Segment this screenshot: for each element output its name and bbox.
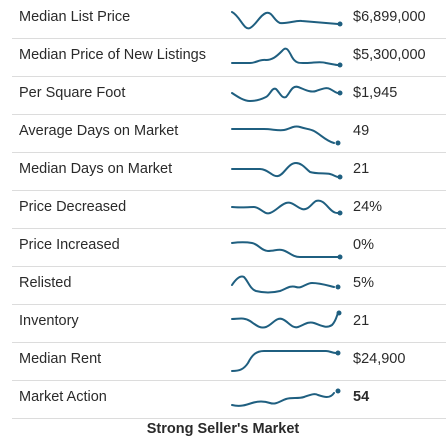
row-price-decreased: Price Decreased 24%: [12, 190, 446, 229]
sparkline-average-days-on-market: [231, 125, 341, 146]
row-per-square-foot: Per Square Foot $1,945: [12, 76, 446, 115]
metric-value: 0%: [353, 237, 374, 253]
sparkline-median-price-new-listings: [231, 47, 343, 68]
metric-label: Price Increased: [19, 237, 120, 253]
row-price-increased: Price Increased 0%: [12, 228, 446, 267]
sparkline-price-increased: [231, 241, 343, 260]
sparkline-price-decreased: [231, 199, 343, 216]
metric-label: Inventory: [19, 313, 79, 329]
metric-label: Relisted: [19, 275, 72, 291]
sparkline-median-rent: [231, 350, 341, 372]
row-median-rent: Median Rent $24,900: [12, 342, 446, 381]
metric-label: Market Action: [19, 389, 107, 405]
sparkline-median-list-price: [231, 11, 343, 30]
metric-label: Price Decreased: [19, 199, 127, 215]
metric-value: $24,900: [353, 351, 406, 367]
metric-value: $1,945: [353, 85, 398, 101]
metric-value: 5%: [353, 275, 374, 291]
row-inventory: Inventory 21: [12, 304, 446, 343]
metric-label: Average Days on Market: [19, 123, 179, 139]
metric-value: $6,899,000: [353, 9, 426, 25]
metric-label: Median Days on Market: [19, 161, 173, 177]
row-median-price-new-listings: Median Price of New Listings $5,300,000: [12, 38, 446, 77]
row-median-days-on-market: Median Days on Market 21: [12, 152, 446, 191]
row-relisted: Relisted 5%: [12, 266, 446, 305]
metric-label: Median Price of New Listings: [19, 47, 206, 63]
metric-label: Median Rent: [19, 351, 102, 367]
metric-value: $5,300,000: [353, 47, 426, 63]
row-average-days-on-market: Average Days on Market 49: [12, 114, 446, 153]
market-status-label: Strong Seller's Market: [146, 421, 300, 437]
metric-value: 49: [353, 123, 370, 139]
metric-value: 54: [353, 389, 370, 405]
sparkline-market-action: [231, 388, 341, 407]
sparkline-per-square-foot: [231, 85, 343, 102]
row-median-list-price: Median List Price $6,899,000: [12, 0, 446, 39]
metric-value: 21: [353, 313, 370, 329]
sparkline-median-days-on-market: [231, 162, 343, 180]
metric-value: 24%: [353, 199, 383, 215]
sparkline-inventory: [231, 310, 342, 329]
metric-value: 21: [353, 161, 370, 177]
metric-label: Median List Price: [19, 9, 131, 25]
row-market-action: Market Action 54: [12, 380, 446, 419]
metric-label: Per Square Foot: [19, 85, 126, 101]
sparkline-relisted: [231, 275, 341, 294]
